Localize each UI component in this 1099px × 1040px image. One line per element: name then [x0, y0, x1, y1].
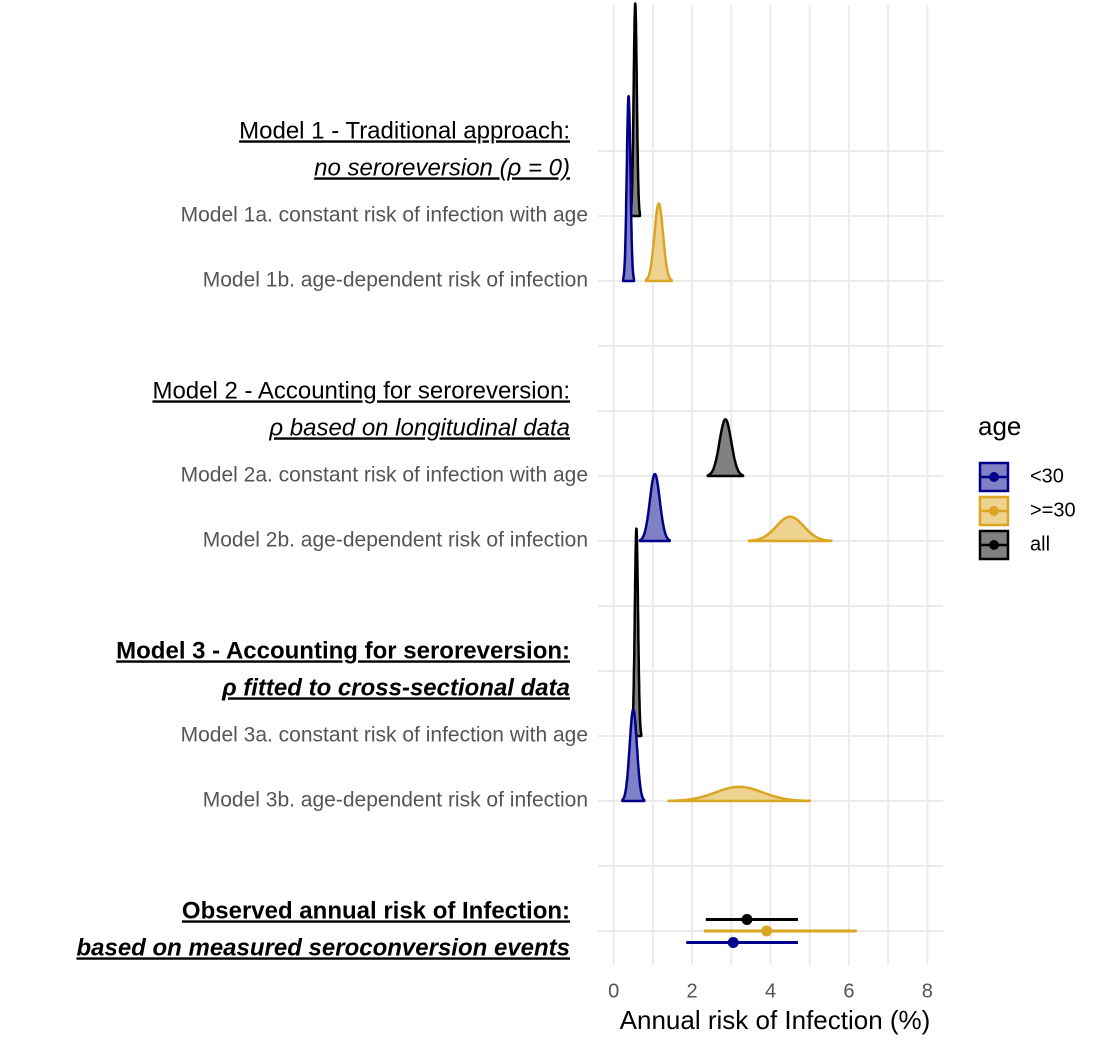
legend-key-dot — [989, 540, 999, 550]
density-ridge — [747, 515, 833, 543]
density-ridge — [630, 527, 643, 738]
group-heading: Model 1 - Traditional approach: — [239, 117, 570, 144]
density-ridge — [638, 472, 672, 543]
group-heading: Model 2 - Accounting for seroreversion: — [152, 377, 570, 404]
legend-label: all — [1030, 533, 1050, 555]
x-axis-title: Annual risk of Infection (%) — [620, 1005, 931, 1035]
point-estimate — [741, 914, 753, 925]
group-heading: Model 3 - Accounting for seroreversion: — [116, 637, 570, 664]
density-ridge — [667, 785, 811, 803]
row-label: Model 2a. constant risk of infection wit… — [181, 464, 588, 487]
x-tick-label: 4 — [765, 980, 776, 1002]
point-estimate — [727, 937, 739, 948]
row-label: Model 3b. age-dependent risk of infectio… — [203, 789, 588, 812]
legend-key-dot — [989, 506, 999, 516]
x-tick-label: 2 — [687, 980, 698, 1002]
group-subheading: no seroreversion (ρ = 0) — [314, 154, 570, 181]
density-ridge — [621, 708, 646, 803]
group-subheading: ρ based on longitudinal data — [268, 414, 570, 441]
x-tick-label: 6 — [843, 980, 854, 1002]
row-label: Model 1b. age-dependent risk of infectio… — [203, 269, 588, 292]
group-subheading: ρ fitted to cross-sectional data — [221, 674, 570, 701]
group-heading: Observed annual risk of Infection: — [182, 897, 570, 924]
x-tick-label: 8 — [922, 980, 933, 1002]
x-tick-label: 0 — [608, 980, 619, 1002]
point-estimate — [761, 925, 773, 937]
legend-label: <30 — [1030, 465, 1064, 487]
row-label: Model 3a. constant risk of infection wit… — [181, 724, 588, 747]
density-ridge — [706, 418, 745, 478]
legend-label: >=30 — [1030, 499, 1076, 521]
density-ridge — [629, 2, 642, 218]
legend-key-dot — [989, 472, 999, 482]
legend-title: age — [978, 411, 1021, 441]
group-subheading: based on measured seroconversion events — [76, 934, 570, 961]
row-label: Model 1a. constant risk of infection wit… — [181, 204, 588, 227]
density-ridge — [644, 202, 673, 283]
row-label: Model 2b. age-dependent risk of infectio… — [203, 529, 588, 552]
density-ridge — [621, 94, 636, 283]
